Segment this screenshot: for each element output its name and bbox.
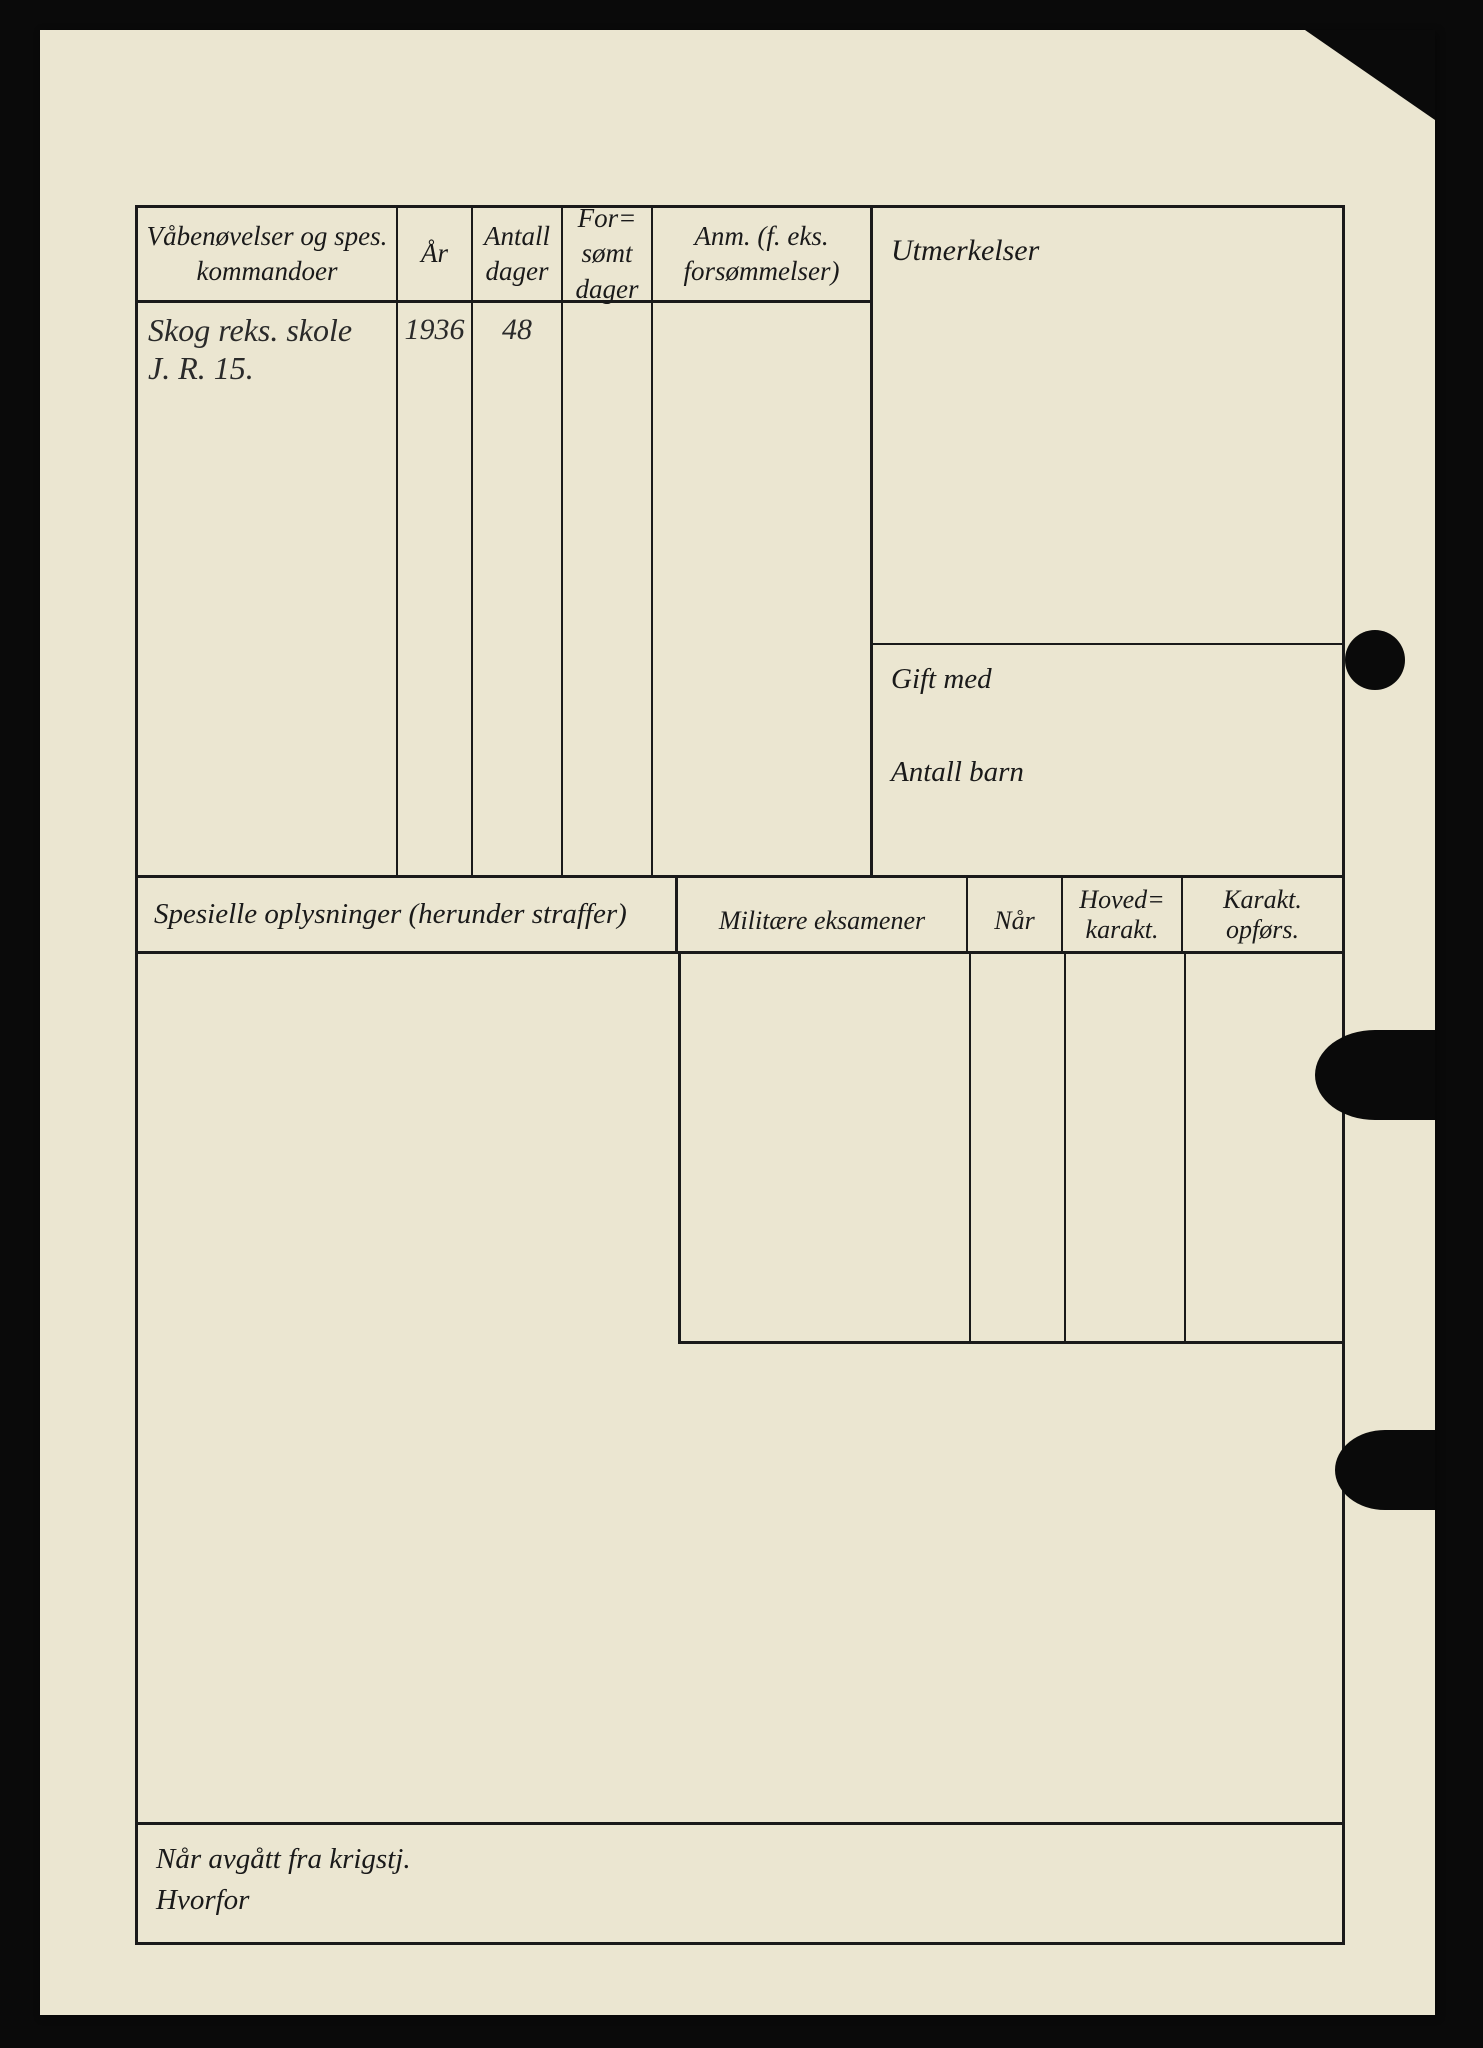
antall-barn-label: Antall barn: [873, 696, 1342, 789]
mil-body-col2: [971, 954, 1066, 1341]
exercises-body-col1: Skog reks. skole J. R. 15.: [138, 303, 398, 875]
exercises-body-col2: 1936: [398, 303, 473, 875]
honors-label: Utmerkelser: [873, 208, 1342, 268]
mil-body-col3: [1066, 954, 1186, 1341]
paper-damage-tear: [1335, 1430, 1435, 1510]
exercises-hdr-col3: Antall dager: [473, 208, 563, 300]
exercises-hdr-col1: Våbenøvelser og spes. kommandoer: [138, 208, 398, 300]
gift-med-label: Gift med: [873, 645, 1342, 696]
mil-body-col4: [1186, 954, 1342, 1341]
lower-body: [138, 954, 1342, 1822]
exercises-body-col3: 48: [473, 303, 563, 875]
mil-hdr-col4: Karakt. opførs.: [1183, 878, 1342, 951]
exercises-hdr-col2: År: [398, 208, 473, 300]
entry-description: Skog reks. skole J. R. 15.: [138, 303, 396, 396]
footer-line1: Når avgått fra krigstj.: [156, 1839, 1324, 1880]
scanned-paper: Våbenøvelser og spes. kommandoer År Anta…: [40, 30, 1435, 2015]
entry-year: 1936: [398, 303, 471, 357]
exercises-hdr-col4: For= sømt dager: [563, 208, 653, 300]
honors-column: Utmerkelser Gift med Antall barn: [873, 208, 1342, 875]
mil-hdr-col2: Når: [968, 878, 1063, 951]
military-exams-body: [678, 954, 1342, 1344]
honors-box: Utmerkelser: [873, 208, 1342, 645]
exercises-table: Våbenøvelser og spes. kommandoer År Anta…: [138, 208, 873, 875]
exercises-body-col4: [563, 303, 653, 875]
entry-desc-line1: Skog reks. skole: [148, 312, 352, 348]
exercises-hdr-col5: Anm. (f. eks. forsømmelser): [653, 208, 870, 300]
form-frame: Våbenøvelser og spes. kommandoer År Anta…: [135, 205, 1345, 1945]
mid-header-row: Spesielle oplysninger (herunder straffer…: [138, 878, 1342, 954]
marital-box: Gift med Antall barn: [873, 645, 1342, 875]
exercises-body: Skog reks. skole J. R. 15. 1936 48: [138, 303, 870, 875]
mil-hdr-col3: Hoved= karakt.: [1063, 878, 1183, 951]
footer-section: Når avgått fra krigstj. Hvorfor: [138, 1822, 1342, 1942]
paper-damage-hole: [1345, 630, 1405, 690]
mil-body-col1: [681, 954, 971, 1341]
top-section: Våbenøvelser og spes. kommandoer År Anta…: [138, 208, 1342, 878]
exercises-body-col5: [653, 303, 870, 875]
entry-desc-line2: J. R. 15.: [148, 350, 254, 386]
exercises-header-row: Våbenøvelser og spes. kommandoer År Anta…: [138, 208, 870, 303]
military-exams-header: Militære eksamener Når Hoved= karakt. Ka…: [678, 878, 1342, 951]
mil-hdr-col1: Militære eksamener: [678, 878, 968, 951]
footer-line2: Hvorfor: [156, 1880, 1324, 1921]
special-info-header: Spesielle oplysninger (herunder straffer…: [138, 878, 678, 951]
paper-damage-tear: [1315, 1030, 1435, 1120]
entry-days: 48: [473, 303, 561, 357]
paper-damage-corner: [1305, 30, 1435, 120]
